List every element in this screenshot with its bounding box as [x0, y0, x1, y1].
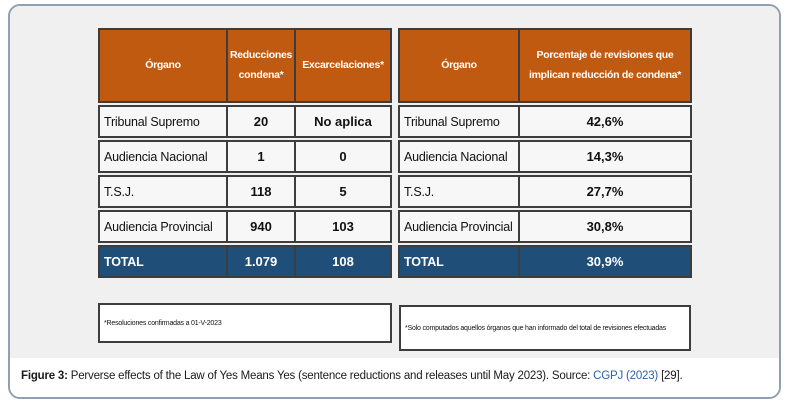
cell-value: 0	[294, 142, 390, 171]
total-value: 1.079	[226, 247, 294, 276]
table-row: Audiencia Nacional 14,3%	[398, 140, 692, 173]
revisions-table: Órgano Porcentaje de revisiones que impl…	[398, 28, 692, 280]
total-row: TOTAL 30,9%	[398, 245, 692, 278]
cell-value: 1	[226, 142, 294, 171]
cell-value: 27,7%	[518, 177, 690, 206]
row-label: T.S.J.	[404, 184, 435, 199]
caption-text: Perverse effects of the Law of Yes Means…	[70, 370, 591, 382]
cell-value: 20	[226, 107, 294, 136]
cell-value: 103	[294, 212, 390, 241]
row-label: Tribunal Supremo	[404, 114, 500, 129]
row-label: Audiencia Provincial	[404, 219, 513, 234]
figure-panel: Órgano Reducciones condena* Excarcelacio…	[10, 6, 779, 358]
table-row: T.S.J. 27,7%	[398, 175, 692, 208]
table-row: Audiencia Provincial 940 103	[98, 210, 392, 243]
source-link[interactable]: CGPJ (2023)	[593, 370, 659, 382]
row-label: Audiencia Provincial	[104, 219, 213, 234]
cell-value: 42,6%	[518, 107, 690, 136]
figure-number-label: Figure 3:	[21, 370, 68, 382]
row-label: Tribunal Supremo	[104, 114, 200, 129]
cell-value: 118	[226, 177, 294, 206]
total-row: TOTAL 1.079 108	[98, 245, 392, 278]
left-table-footnote: *Resoluciones confirmadas a 01-V-2023	[98, 303, 392, 343]
cell-value: 5	[294, 177, 390, 206]
figure-frame: Órgano Reducciones condena* Excarcelacio…	[8, 4, 781, 399]
cell-value: 940	[226, 212, 294, 241]
figure-caption: Figure 3: Perverse effects of the Law of…	[10, 358, 779, 397]
cell-value: 30,8%	[518, 212, 690, 241]
table-row: Audiencia Provincial 30,8%	[398, 210, 692, 243]
table-row: T.S.J. 118 5	[98, 175, 392, 208]
table-row: Tribunal Supremo 42,6%	[398, 105, 692, 138]
total-value: 108	[294, 247, 390, 276]
total-value: 30,9%	[518, 247, 690, 276]
table-row: Audiencia Nacional 1 0	[98, 140, 392, 173]
column-header-porcentaje: Porcentaje de revisiones que implican re…	[518, 30, 690, 101]
total-label: TOTAL	[404, 254, 444, 269]
column-header-excarcelaciones: Excarcelaciones*	[294, 30, 390, 101]
table-header-row: Órgano Porcentaje de revisiones que impl…	[398, 28, 692, 103]
cell-value: No aplica	[294, 107, 390, 136]
row-label: Audiencia Nacional	[404, 149, 508, 164]
table-header-row: Órgano Reducciones condena* Excarcelacio…	[98, 28, 392, 103]
column-header-organo: Órgano	[145, 58, 181, 71]
row-label: T.S.J.	[104, 184, 135, 199]
reductions-table: Órgano Reducciones condena* Excarcelacio…	[98, 28, 392, 280]
row-label: Audiencia Nacional	[104, 149, 208, 164]
right-table-footnote: *Solo computados aquellos órganos que ha…	[399, 305, 691, 351]
citation-reference: [29].	[661, 370, 683, 382]
column-header-reducciones: Reducciones condena*	[226, 30, 294, 101]
total-label: TOTAL	[104, 254, 144, 269]
column-header-organo: Órgano	[441, 58, 477, 71]
cell-value: 14,3%	[518, 142, 690, 171]
table-row: Tribunal Supremo 20 No aplica	[98, 105, 392, 138]
